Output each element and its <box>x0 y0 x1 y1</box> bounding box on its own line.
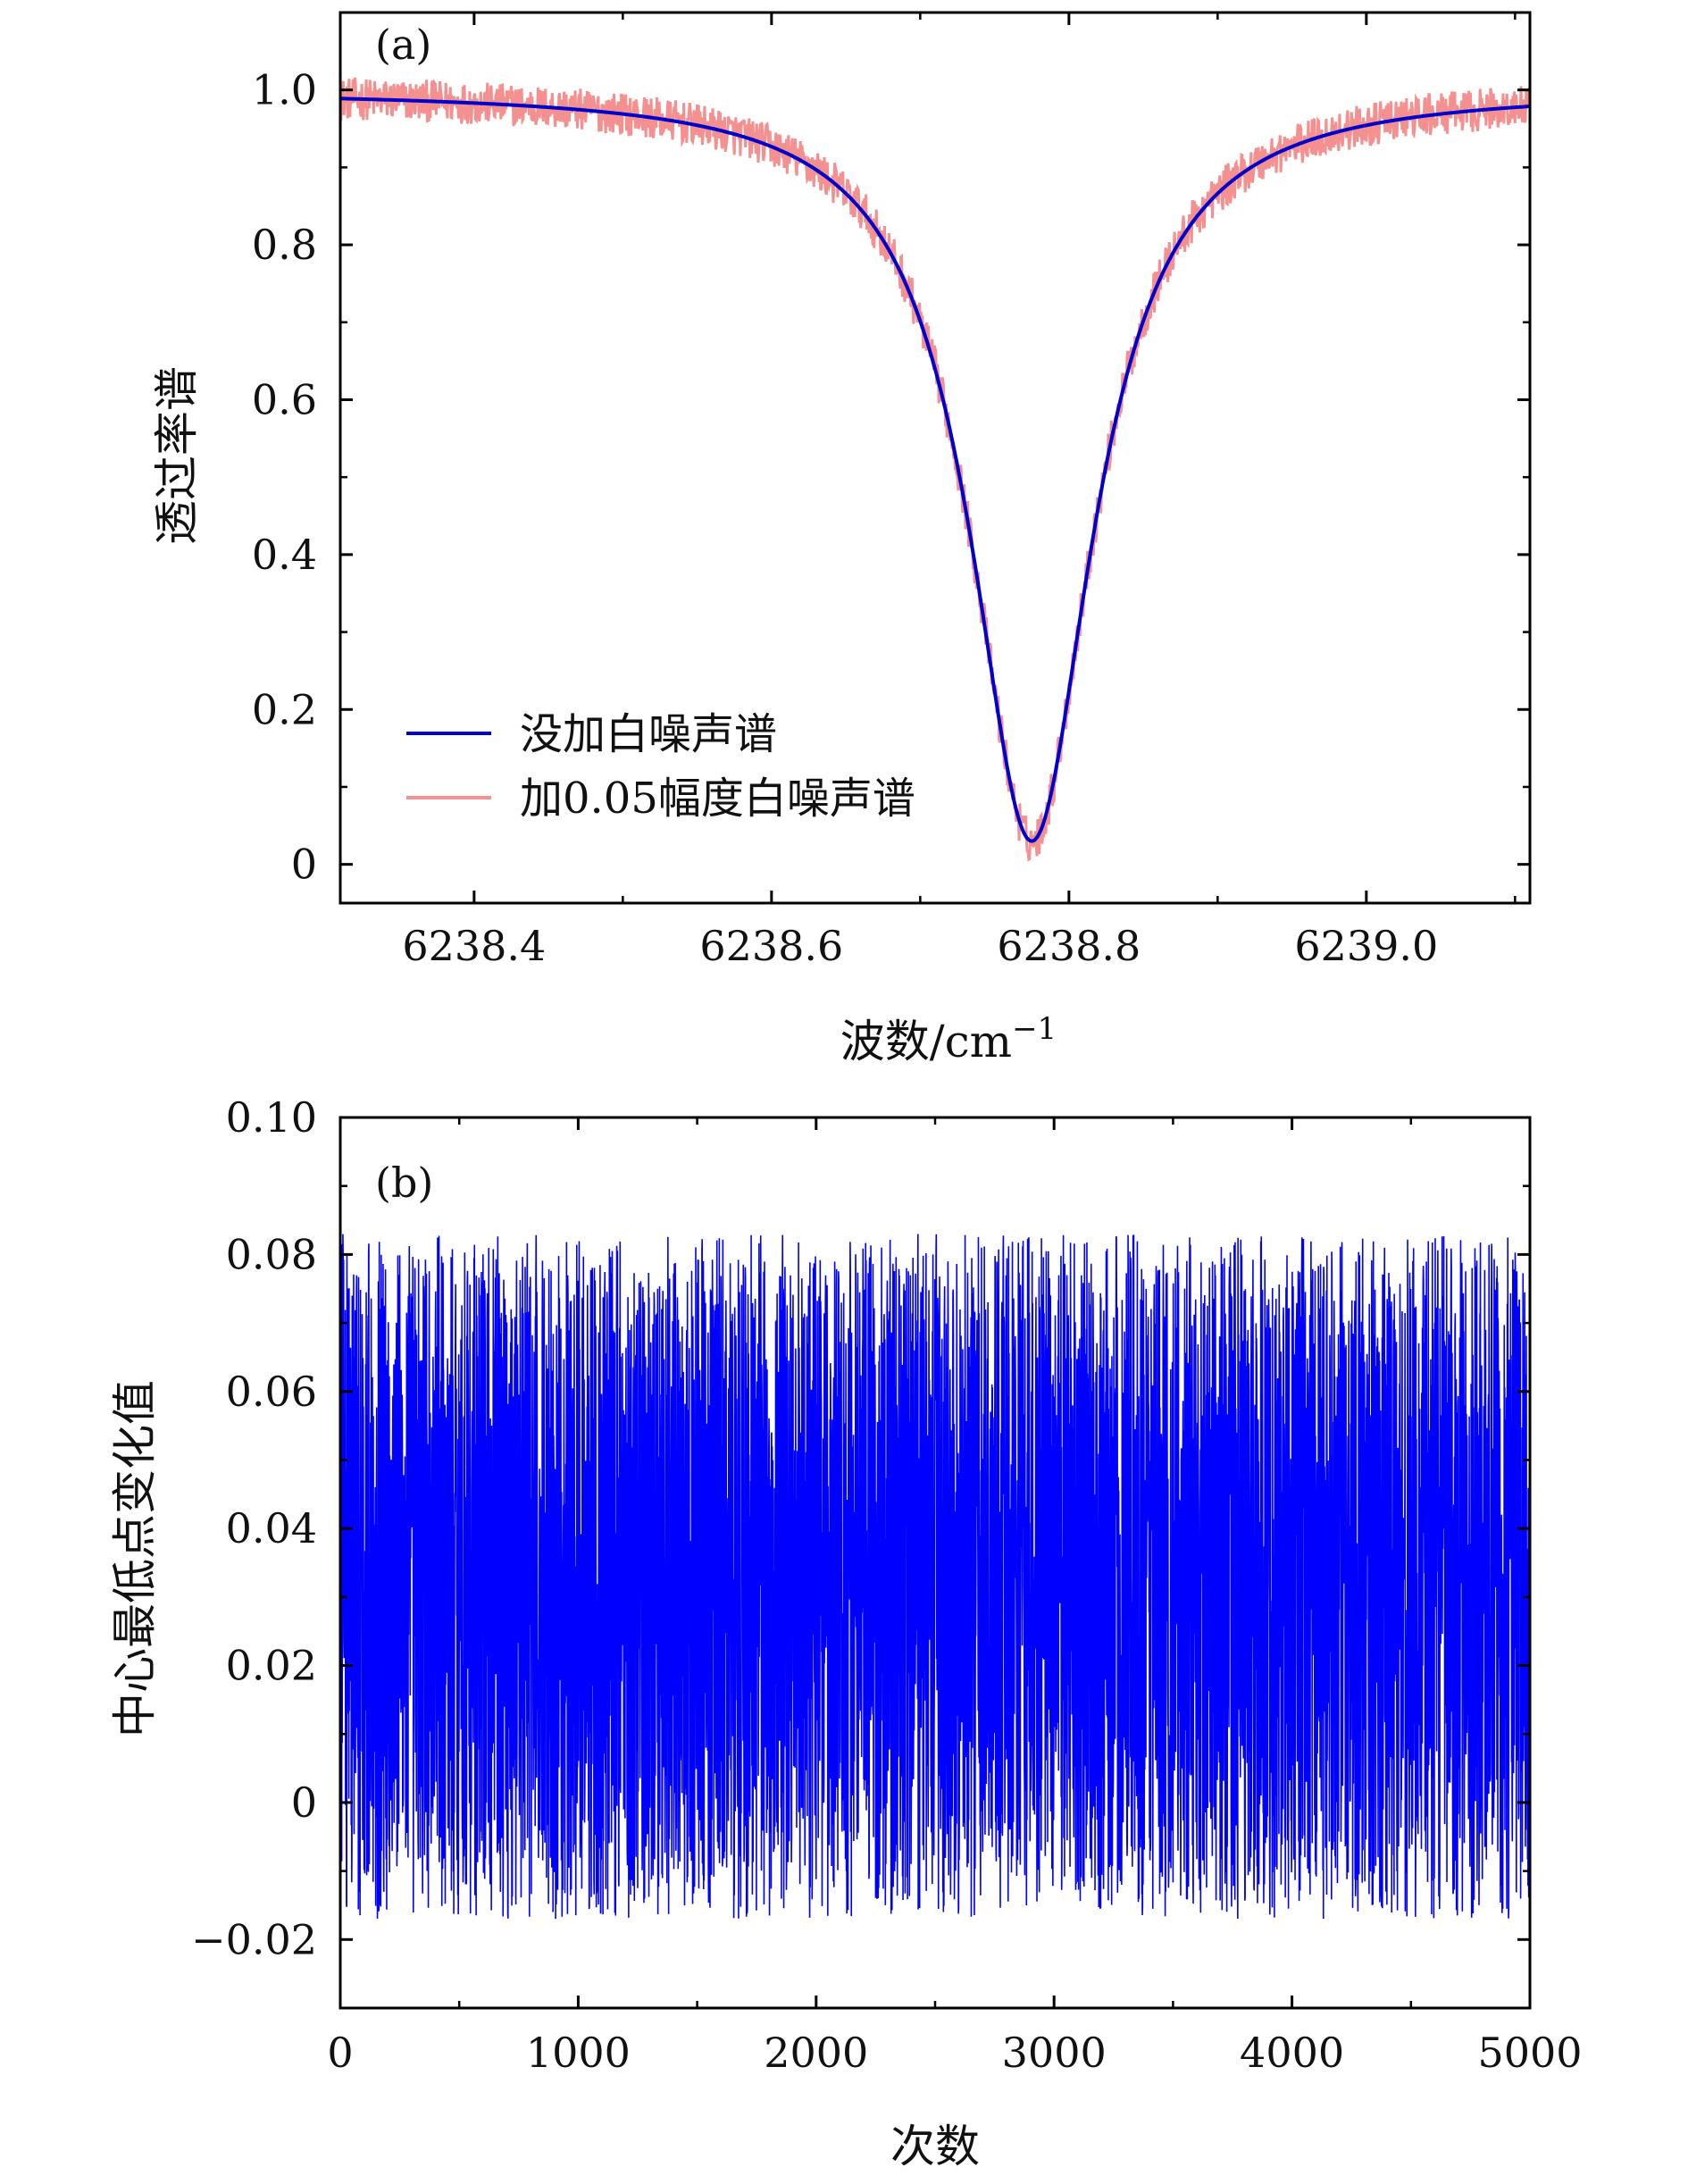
panel-a-xlabel-sup: −1 <box>1012 1011 1057 1047</box>
panel-b-x-tick-label: 2000 <box>764 2029 868 2077</box>
series-clean-line <box>340 96 1530 843</box>
panel-a-x-tick-label: 6238.4 <box>402 922 546 970</box>
panel-b-x-tick-label: 0 <box>327 2029 353 2077</box>
panel-b-x-tick-label: 5000 <box>1477 2029 1582 2077</box>
panel-a-x-tick-label: 6239.0 <box>1294 922 1438 970</box>
panel-b-ticks: 0 1000 2000 3000 4000 5000 −0.02 0 0.02 0.04 0.06 0… <box>191 1093 1583 2077</box>
legend: 没加白噪声谱 加0.05幅度白噪声谱 <box>406 709 915 824</box>
panel-b-y-tick-label: 0.08 <box>226 1230 317 1278</box>
panel-b-y-tick-label: 0.06 <box>226 1368 317 1416</box>
panel-a-y-axis-title: 透过率谱 <box>151 366 203 545</box>
legend-label-noisy: 加0.05幅度白噪声谱 <box>520 774 915 824</box>
panel-a-x-tick-label: 6238.6 <box>699 922 843 970</box>
panel-b-plot-area <box>340 1234 1530 1920</box>
panel-b-x-tick-label: 1000 <box>526 2029 631 2077</box>
panel-a-y-tick-label: 0.4 <box>252 531 317 579</box>
panel-a: 6238.4 6238.6 6238.8 6239.0 0 0.2 0.4 0.6 0.8 1.0… <box>151 11 1532 1067</box>
panel-a-y-tick-label: 0.6 <box>252 375 317 423</box>
panel-b-y-tick-label: 0.02 <box>226 1642 317 1690</box>
panel-b-y-tick-label: 0.04 <box>226 1504 317 1552</box>
panel-a-x-tick-label: 6238.8 <box>997 922 1141 970</box>
panel-a-y-tick-label: 0.8 <box>252 221 317 269</box>
panel-b-y-tick-label: 0 <box>291 1778 317 1827</box>
panel-b-y-tick-label: 0.10 <box>226 1093 317 1142</box>
panel-b: 0 1000 2000 3000 4000 5000 −0.02 0 0.02 0.04 0.06 0… <box>109 1093 1583 2172</box>
legend-label-clean: 没加白噪声谱 <box>520 709 777 759</box>
panel-a-y-tick-label: 1.0 <box>252 66 317 114</box>
panel-b-x-tick-label: 4000 <box>1240 2029 1344 2077</box>
panel-a-ticks: 6238.4 6238.6 6238.8 6239.0 0 0.2 0.4 0.6 0.8 1.0 <box>252 11 1530 970</box>
series-center-min-line <box>340 1234 1530 1920</box>
panel-b-y-tick-label: −0.02 <box>191 1915 317 1963</box>
panel-b-y-axis-title: 中心最低点变化值 <box>109 1380 161 1737</box>
panel-a-y-tick-label: 0.2 <box>252 685 317 733</box>
panel-a-xlabel-main: 波数/cm <box>840 1016 1012 1067</box>
panel-a-label: (a) <box>375 21 431 69</box>
panel-b-label: (b) <box>375 1159 433 1207</box>
panel-b-x-tick-label: 3000 <box>1002 2029 1107 2077</box>
panel-b-x-axis-title: 次数 <box>890 2121 980 2172</box>
panel-a-plot-area <box>340 77 1530 862</box>
panel-a-frame <box>338 11 1532 905</box>
panel-a-x-axis-title: 波数/cm−1 <box>840 1011 1057 1067</box>
panel-a-y-tick-label: 0 <box>291 841 317 889</box>
